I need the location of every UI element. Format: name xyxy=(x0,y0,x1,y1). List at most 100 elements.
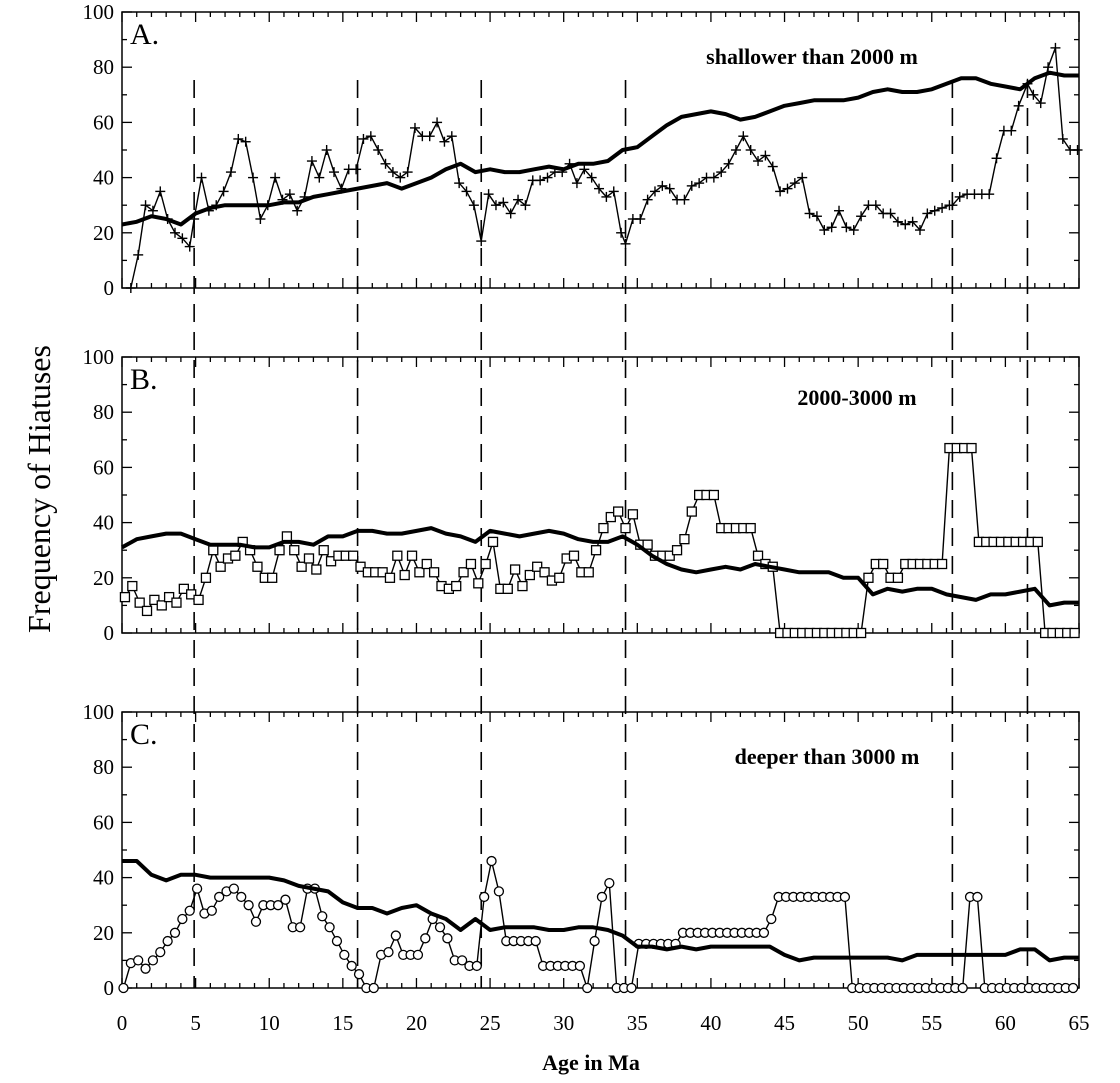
data-point-plus xyxy=(535,175,546,186)
data-point-square xyxy=(892,572,904,583)
data-point-plus xyxy=(892,216,903,227)
data-point-plus xyxy=(373,145,384,155)
data-point-plus xyxy=(730,145,741,155)
data-point-plus xyxy=(929,205,940,216)
data-point-plus xyxy=(454,178,465,189)
data-point-circle xyxy=(957,982,968,994)
data-point-plus xyxy=(782,183,793,194)
data-point-circle xyxy=(353,969,365,980)
data-point-square xyxy=(384,572,396,583)
data-point-plus xyxy=(870,200,881,211)
data-point-circle xyxy=(339,949,350,961)
data-point-circle xyxy=(140,963,151,974)
data-point-square xyxy=(863,572,874,583)
data-point-circle xyxy=(582,982,593,994)
data-point-plus xyxy=(954,191,965,202)
data-point-square xyxy=(325,556,337,567)
data-point-circle xyxy=(272,900,284,911)
data-point-circle xyxy=(191,883,203,894)
data-point-circle xyxy=(434,922,446,933)
data-point-plus xyxy=(351,164,362,175)
data-point-circle xyxy=(118,982,129,994)
data-point-plus xyxy=(140,200,151,211)
data-point-plus xyxy=(775,186,786,197)
data-point-square xyxy=(215,561,226,572)
data-point-circle xyxy=(574,960,586,972)
data-point-square xyxy=(539,567,550,578)
plot-frame xyxy=(121,711,1080,989)
data-point-circle xyxy=(766,913,777,925)
data-point-square xyxy=(627,509,639,520)
data-point-plus xyxy=(520,200,531,211)
data-point-square xyxy=(303,553,315,564)
data-point-square xyxy=(605,511,616,523)
data-point-circle xyxy=(530,935,541,947)
data-point-plus xyxy=(760,150,771,161)
x-tick-label: 60 xyxy=(995,1011,1016,1035)
y-tick-label: 20 xyxy=(93,921,114,945)
data-point-square xyxy=(524,569,535,581)
data-point-plus xyxy=(498,197,509,208)
data-point-circle xyxy=(456,955,468,966)
data-point-square xyxy=(311,564,322,575)
data-point-plus xyxy=(635,214,646,224)
data-point-square xyxy=(473,578,484,589)
data-point-plus xyxy=(380,158,391,169)
data-point-circle xyxy=(596,891,608,903)
data-point-plus xyxy=(753,156,764,167)
data-point-square xyxy=(156,600,167,611)
data-point-square xyxy=(377,567,388,578)
data-point-plus xyxy=(789,178,800,189)
data-point-plus xyxy=(248,172,259,183)
data-point-square xyxy=(274,545,285,556)
data-point-plus xyxy=(542,172,553,183)
data-point-circle xyxy=(486,855,497,867)
y-tick-label: 0 xyxy=(104,976,115,1000)
data-point-plus xyxy=(233,133,244,144)
data-point-square xyxy=(296,561,307,572)
data-point-plus xyxy=(642,194,653,205)
data-point-circle xyxy=(839,891,851,903)
y-tick-label: 100 xyxy=(83,700,115,724)
y-tick-label: 80 xyxy=(93,755,114,779)
data-point-circle xyxy=(412,949,424,961)
panel-a: 0 20 40 60 80 100 A. shallower than 2000 m xyxy=(83,0,1083,300)
data-point-plus xyxy=(292,205,303,216)
data-point-square xyxy=(583,567,594,578)
data-point-plus xyxy=(834,205,845,216)
data-point-square xyxy=(289,545,300,556)
data-point-square xyxy=(348,550,359,561)
data-point-circle xyxy=(626,982,637,994)
data-point-square xyxy=(281,531,293,542)
data-point-circle xyxy=(184,905,195,916)
data-point-square xyxy=(679,534,690,545)
data-point-plus xyxy=(1057,133,1068,144)
data-point-plus xyxy=(240,136,251,147)
data-point-plus xyxy=(811,211,822,222)
data-point-plus xyxy=(694,178,705,189)
data-point-plus xyxy=(723,158,734,169)
data-point-square xyxy=(399,569,410,581)
data-point-plus xyxy=(125,283,136,293)
data-point-square xyxy=(318,545,329,556)
data-point-plus xyxy=(358,133,369,144)
data-point-circle xyxy=(147,955,159,966)
data-point-plus xyxy=(601,191,612,202)
data-point-circle xyxy=(346,960,357,972)
x-tick-label: 55 xyxy=(921,1011,942,1035)
data-point-circle xyxy=(177,913,188,925)
data-point-plus xyxy=(586,172,597,183)
x-tick-label: 65 xyxy=(1069,1011,1090,1035)
y-tick-label: 100 xyxy=(83,345,115,369)
data-point-square xyxy=(200,572,212,583)
panel-title: shallower than 2000 m xyxy=(706,44,918,69)
data-point-plus xyxy=(218,186,229,197)
data-point-square xyxy=(458,567,469,578)
data-point-circle xyxy=(493,886,505,897)
data-point-plus xyxy=(571,178,582,189)
y-tick-label: 60 xyxy=(93,110,114,134)
data-point-square xyxy=(421,558,432,570)
x-tick-label: 35 xyxy=(627,1011,648,1035)
x-tick-label: 0 xyxy=(117,1011,128,1035)
data-point-circle xyxy=(236,891,247,903)
